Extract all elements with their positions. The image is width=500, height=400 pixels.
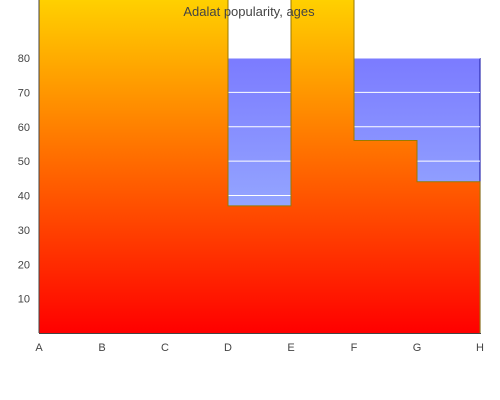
- y-tick-label: 80: [18, 53, 30, 65]
- x-tick-label: F: [351, 342, 358, 354]
- x-tick-label: B: [98, 342, 105, 354]
- area-outline: [38, 0, 481, 333]
- y-tick-label: 70: [18, 87, 30, 99]
- y-tick-label: 50: [18, 156, 30, 168]
- x-tick-label: H: [476, 342, 484, 354]
- y-tick-label: 30: [18, 225, 30, 237]
- area-step: [354, 140, 418, 333]
- y-tick-label: 40: [18, 191, 30, 203]
- area-step: [417, 181, 481, 333]
- chart-title: Adalat popularity, ages: [183, 4, 315, 19]
- area-step: [291, 0, 355, 333]
- y-tick-label: 10: [18, 294, 30, 306]
- x-tick-label: D: [224, 342, 232, 354]
- x-tick-label: E: [287, 342, 294, 354]
- y-tick-label: 20: [18, 259, 30, 271]
- area-step: [102, 0, 166, 333]
- area-step: [165, 0, 229, 333]
- x-tick-label: G: [413, 342, 422, 354]
- x-tick-label: C: [161, 342, 169, 354]
- y-tick-label: 60: [18, 122, 30, 134]
- area-step: [228, 205, 292, 333]
- area-step: [39, 0, 103, 333]
- x-tick-label: A: [35, 342, 43, 354]
